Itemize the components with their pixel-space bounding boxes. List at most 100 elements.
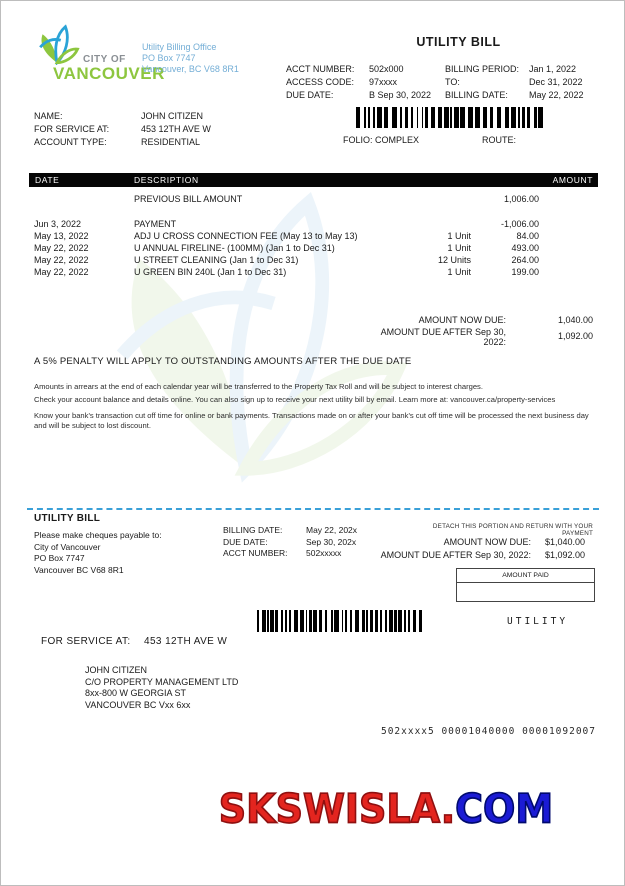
row-amount: 84.00 bbox=[516, 231, 539, 241]
penalty-notice: A 5% PENALTY WILL APPLY TO OUTSTANDING A… bbox=[34, 356, 412, 367]
row-date: May 22, 2022 bbox=[34, 267, 89, 277]
table-header: DATE DESCRIPTION AMOUNT bbox=[29, 173, 598, 187]
customer-name: JOHN CITIZEN bbox=[141, 111, 203, 121]
row-date: May 13, 2022 bbox=[34, 231, 89, 241]
amount-now-due-value: 1,040.00 bbox=[557, 315, 593, 325]
row-description: U ANNUAL FIRELINE- (100MM) (Jan 1 to Dec… bbox=[134, 243, 335, 253]
stub-field-labels: BILLING DATE: DUE DATE: ACCT NUMBER: bbox=[223, 525, 305, 560]
account-field-labels: ACCT NUMBER: ACCESS CODE: DUE DATE: bbox=[286, 63, 368, 102]
stub-field-values: May 22, 202x Sep 30, 202x 502xxxxx bbox=[306, 525, 357, 560]
row-amount: 264.00 bbox=[511, 255, 539, 265]
stub-title: UTILITY BILL bbox=[34, 513, 101, 524]
payable-line: City of Vancouver bbox=[34, 541, 101, 552]
row-amount: 493.00 bbox=[511, 243, 539, 253]
account-barcode bbox=[356, 107, 546, 128]
account-type: RESIDENTIAL bbox=[141, 137, 201, 147]
stub-amount-now-due-label: AMOUNT NOW DUE: bbox=[443, 537, 531, 547]
payable-line: Vancouver BC V68 8R1 bbox=[34, 564, 124, 575]
page-title: UTILITY BILL bbox=[416, 35, 501, 49]
office-line: Utility Billing Office bbox=[142, 42, 217, 52]
amount-paid-label: AMOUNT PAID bbox=[457, 569, 594, 583]
row-description: PAYMENT bbox=[134, 219, 177, 229]
row-units: 1 Unit bbox=[447, 267, 471, 277]
stub-billing-date: May 22, 202x bbox=[306, 525, 358, 535]
field-label: ACCESS CODE: bbox=[286, 77, 355, 87]
account-field-values: 502x000 97xxxx B Sep 30, 2022 bbox=[369, 63, 431, 102]
stub-amount-after-label: AMOUNT DUE AFTER Sep 30, 2022: bbox=[380, 550, 531, 560]
row-amount: 199.00 bbox=[511, 267, 539, 277]
row-description: U GREEN BIN 240L (Jan 1 to Dec 31) bbox=[134, 267, 287, 277]
remittance-barcode bbox=[257, 610, 425, 632]
field-label: ACCOUNT TYPE: bbox=[34, 137, 107, 147]
row-date: May 22, 2022 bbox=[34, 255, 89, 265]
fine-print-line: Check your account balance and details o… bbox=[34, 395, 556, 404]
billing-to-value: Dec 31, 2022 bbox=[529, 77, 583, 87]
field-label: BILLING DATE: bbox=[223, 525, 283, 535]
detach-note: DETACH THIS PORTION AND RETURN WITH YOUR… bbox=[432, 523, 593, 537]
row-units: 1 Unit bbox=[447, 231, 471, 241]
stub-due-date: Sep 30, 202x bbox=[306, 536, 357, 547]
col-header-description: DESCRIPTION bbox=[134, 175, 199, 185]
field-label: TO: bbox=[445, 77, 460, 87]
office-line: PO Box 7747 bbox=[142, 53, 196, 63]
field-label: DUE DATE: bbox=[223, 536, 268, 547]
field-label: DUE DATE: bbox=[286, 90, 334, 100]
folio-label: FOLIO: COMPLEX bbox=[343, 135, 420, 145]
row-date: May 22, 2022 bbox=[34, 243, 89, 253]
fine-print-line: Amounts in arrears at the end of each ca… bbox=[34, 382, 483, 391]
logo-vancouver: VANCOUVER bbox=[53, 64, 165, 83]
row-description: ADJ U CROSS CONNECTION FEE (May 13 to Ma… bbox=[134, 231, 358, 241]
stub-service-value: 453 12TH AVE W bbox=[144, 636, 228, 647]
watermark-blue-text: COM bbox=[454, 785, 554, 833]
billing-office-address: Utility Billing Office PO Box 7747 Vanco… bbox=[142, 42, 239, 75]
field-label: ACCT NUMBER: bbox=[286, 64, 355, 74]
city-logo-flower-icon bbox=[39, 24, 80, 65]
customer-values: JOHN CITIZEN 453 12TH AVE W RESIDENTIAL bbox=[141, 110, 211, 149]
row-description: U STREET CLEANING (Jan 1 to Dec 31) bbox=[134, 255, 299, 265]
stub-service-label: FOR SERVICE AT: bbox=[41, 636, 131, 647]
row-amount: -1,006.00 bbox=[500, 219, 539, 229]
leaf-watermark bbox=[116, 191, 408, 483]
stub-acct-number: 502xxxxx bbox=[306, 548, 342, 558]
row-units: 12 Units bbox=[437, 255, 471, 265]
previous-bill-amount: 1,006.00 bbox=[503, 194, 539, 204]
amount-after-label: AMOUNT DUE AFTER Sep 30, 2022: bbox=[380, 327, 506, 347]
acct-number-value: 502x000 bbox=[369, 64, 404, 74]
mailing-line: C/O PROPERTY MANAGEMENT LTD bbox=[85, 676, 239, 687]
mailing-line: VANCOUVER BC Vxx 6xx bbox=[85, 699, 191, 710]
billing-field-labels: BILLING PERIOD: TO: BILLING DATE: bbox=[445, 63, 531, 102]
payable-line: PO Box 7747 bbox=[34, 553, 85, 563]
site-watermark: SKSWISLA.COM bbox=[216, 785, 556, 833]
utility-tag: UTILITY bbox=[507, 616, 569, 627]
billing-field-values: Jan 1, 2022 Dec 31, 2022 May 22, 2022 bbox=[529, 63, 584, 102]
amount-now-due-label: AMOUNT NOW DUE: bbox=[418, 315, 506, 325]
ocr-remittance-line: 502xxxx5 00001040000 00001092007 bbox=[380, 726, 596, 737]
row-units: 1 Unit bbox=[447, 243, 471, 253]
watermark-red-text: SKSWISLA. bbox=[218, 785, 456, 833]
route-label: ROUTE: bbox=[482, 135, 517, 145]
fine-print-line: Know your bank's transaction cut off tim… bbox=[34, 411, 589, 430]
logo-city-of: CITY OF bbox=[83, 54, 126, 65]
mailing-line: JOHN CITIZEN bbox=[85, 665, 147, 675]
mailing-address-block: JOHN CITIZEN C/O PROPERTY MANAGEMENT LTD… bbox=[85, 665, 238, 711]
service-address: 453 12TH AVE W bbox=[141, 124, 211, 134]
customer-labels: NAME: FOR SERVICE AT: ACCOUNT TYPE: bbox=[34, 110, 138, 149]
cheques-payable-block: Please make cheques payable to: City of … bbox=[34, 530, 162, 576]
billing-date-value: May 22, 2022 bbox=[529, 90, 584, 100]
field-label: BILLING DATE: bbox=[445, 90, 508, 100]
field-label: NAME: bbox=[34, 111, 63, 121]
due-date-value: B Sep 30, 2022 bbox=[369, 90, 432, 100]
stub-amount-after-value: $1,092.00 bbox=[544, 550, 585, 560]
col-header-amount: AMOUNT bbox=[552, 175, 593, 185]
amount-paid-box: AMOUNT PAID bbox=[456, 568, 595, 602]
office-line: Vancouver, BC V68 8R1 bbox=[142, 64, 239, 74]
billing-period-value: Jan 1, 2022 bbox=[529, 64, 577, 74]
mailing-line: 8xx-800 W GEORGIA ST bbox=[85, 688, 187, 698]
row-date: Jun 3, 2022 bbox=[34, 219, 82, 229]
field-label: ACCT NUMBER: bbox=[223, 548, 288, 558]
stub-amount-now-due-value: $1,040.00 bbox=[544, 537, 585, 547]
amount-after-value: 1,092.00 bbox=[557, 331, 593, 341]
field-label: FOR SERVICE AT: bbox=[34, 124, 110, 134]
access-code-value: 97xxxx bbox=[369, 77, 398, 87]
